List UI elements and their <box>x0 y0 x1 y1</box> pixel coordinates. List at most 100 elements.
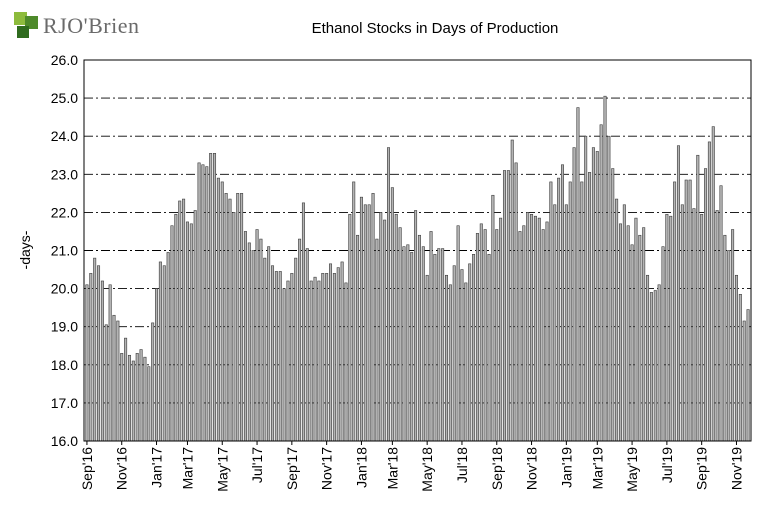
x-tick-label: May'18 <box>419 447 435 492</box>
bar <box>545 221 549 442</box>
bar <box>151 322 155 442</box>
bar <box>599 124 603 442</box>
bar <box>595 151 599 442</box>
bar <box>321 273 325 442</box>
bar <box>425 274 429 442</box>
bar <box>220 181 224 442</box>
bar <box>143 356 147 442</box>
bar <box>232 212 236 442</box>
y-tick-label: 16.0 <box>51 433 78 449</box>
bar <box>371 193 375 442</box>
bar <box>155 288 159 442</box>
bar <box>147 366 151 442</box>
rjobrien-logo: RJO'Brien <box>14 10 139 42</box>
bar <box>410 252 414 442</box>
bar <box>684 179 688 442</box>
bar <box>120 353 124 442</box>
bar <box>530 214 534 442</box>
bar <box>294 257 298 442</box>
bar <box>402 246 406 442</box>
bar <box>301 202 305 442</box>
bar <box>429 231 433 442</box>
x-tick-label: May'19 <box>624 447 640 492</box>
bar <box>719 185 723 442</box>
bar <box>182 198 186 442</box>
bar <box>568 181 572 442</box>
bar <box>131 360 135 442</box>
x-tick-label: Nov'18 <box>524 447 540 490</box>
bar <box>298 238 302 442</box>
bar <box>85 284 89 442</box>
bar <box>274 271 278 442</box>
bar <box>630 244 634 442</box>
bar <box>506 170 510 442</box>
bar <box>746 309 750 442</box>
bar <box>707 141 711 442</box>
bar <box>290 273 294 442</box>
bar <box>618 223 622 442</box>
bars <box>85 95 750 442</box>
bar <box>646 274 650 442</box>
bar <box>731 229 735 442</box>
y-tick-label: 24.0 <box>51 128 78 144</box>
bar <box>344 282 348 442</box>
bar <box>522 225 526 442</box>
bar <box>228 198 232 442</box>
bar <box>193 210 197 442</box>
bar <box>185 221 189 442</box>
bar <box>483 229 487 442</box>
logo-mark-icon <box>14 12 38 40</box>
bar <box>437 248 441 442</box>
bar <box>723 234 727 442</box>
bar <box>495 229 499 442</box>
bar <box>696 154 700 442</box>
x-axis: Sep'16 Nov'16 Jan'17 Mar'17 May'17 Jul'17 Sep'… <box>79 441 744 492</box>
bar <box>174 214 178 442</box>
x-tick-label: Jan'18 <box>353 447 369 488</box>
y-tick-label: 17.0 <box>51 395 78 411</box>
bar <box>491 194 495 442</box>
bar <box>100 280 104 442</box>
bar <box>576 107 580 442</box>
bar <box>688 179 692 442</box>
bar <box>162 265 166 442</box>
bar <box>216 177 220 442</box>
bar <box>406 244 410 442</box>
bar <box>170 225 174 442</box>
bar <box>417 234 421 442</box>
plot-frame <box>83 59 752 442</box>
bar <box>278 271 282 442</box>
bar <box>178 200 182 442</box>
bar <box>676 145 680 442</box>
bar <box>398 227 402 442</box>
bar <box>557 177 561 442</box>
bar <box>653 290 657 442</box>
bar <box>456 225 460 442</box>
bar <box>108 284 112 442</box>
bar <box>348 214 352 442</box>
bar <box>356 234 360 442</box>
y-tick-label: 26.0 <box>51 52 78 68</box>
bar <box>282 288 286 442</box>
bar <box>526 212 530 442</box>
bar <box>518 231 522 442</box>
bar <box>263 257 267 442</box>
bar <box>479 223 483 442</box>
bar <box>452 265 456 442</box>
bar <box>673 181 677 442</box>
bar <box>243 231 247 442</box>
bar <box>209 153 213 442</box>
x-tick-label: Jul'17 <box>249 447 265 483</box>
logo-text: RJO'Brien <box>43 13 140 38</box>
bar <box>97 265 101 442</box>
bar <box>93 257 97 442</box>
x-tick-label: Sep'16 <box>79 447 95 490</box>
bar <box>541 229 545 442</box>
bar <box>626 225 630 442</box>
x-tick-label: Mar'18 <box>384 447 400 490</box>
bar <box>205 166 209 442</box>
bar <box>502 170 506 442</box>
bar <box>665 214 669 442</box>
bar <box>394 214 398 442</box>
bar <box>383 219 387 442</box>
